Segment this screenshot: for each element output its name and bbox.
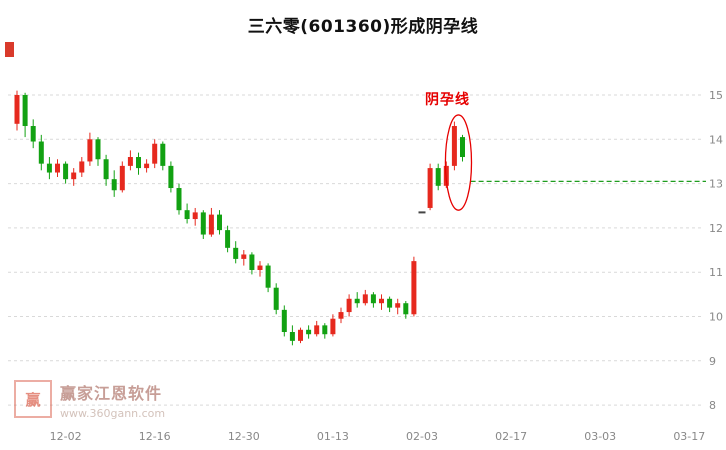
chart-title: 三六零(601360)形成阴孕线: [247, 17, 479, 37]
svg-text:12: 12: [709, 222, 723, 235]
harami-annotation-label: 阴孕线: [425, 92, 470, 108]
svg-text:8: 8: [709, 399, 716, 412]
svg-text:03-03: 03-03: [584, 430, 616, 443]
svg-text:13: 13: [709, 178, 723, 191]
watermark: 赢 赢家江恩软件 www.360gann.com: [14, 380, 165, 420]
svg-text:11: 11: [709, 266, 723, 279]
corner-red-mark: [5, 42, 14, 57]
svg-text:03-17: 03-17: [673, 430, 705, 443]
svg-text:10: 10: [709, 311, 723, 324]
watermark-texts: 赢家江恩软件 www.360gann.com: [60, 380, 165, 420]
svg-text:12-30: 12-30: [228, 430, 260, 443]
svg-text:14: 14: [709, 133, 723, 146]
svg-text:12-02: 12-02: [50, 430, 82, 443]
svg-text:02-17: 02-17: [495, 430, 527, 443]
watermark-brand: 赢家江恩软件: [60, 384, 163, 403]
svg-text:15: 15: [709, 89, 723, 102]
svg-text:01-13: 01-13: [317, 430, 349, 443]
watermark-url: www.360gann.com: [60, 407, 166, 420]
svg-text:12-16: 12-16: [139, 430, 171, 443]
watermark-logo-icon: 赢: [14, 380, 52, 418]
svg-text:02-03: 02-03: [406, 430, 438, 443]
svg-text:9: 9: [709, 355, 716, 368]
